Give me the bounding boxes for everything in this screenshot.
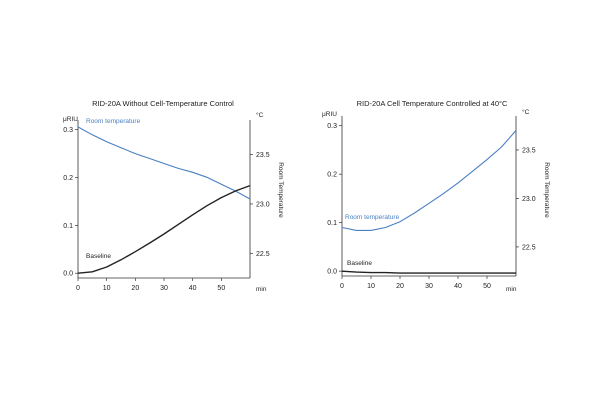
series-baseline-line (77, 184, 251, 274)
left-tick-label: 0.3 (327, 123, 337, 130)
series-room-temperature-line (77, 126, 251, 200)
right-axis-title: Room Temperature (277, 162, 284, 218)
left-axis-unit: μRIU (322, 111, 337, 118)
x-tick-label: 30 (160, 285, 168, 292)
x-axis-unit: min (506, 286, 517, 293)
x-tick-label: 0 (340, 283, 344, 290)
right-axis-unit: °C (256, 111, 264, 119)
left-tick-label: 0.0 (63, 271, 73, 278)
left-tick-label: 0.1 (63, 223, 73, 230)
x-tick-label: 40 (189, 285, 197, 292)
x-tick-label: 10 (103, 285, 111, 292)
left-axis-unit: μRIU (63, 116, 78, 123)
x-tick-label: 40 (454, 283, 462, 290)
chart-title: RID-20A Cell Temperature Controlled at 4… (357, 99, 508, 108)
right-tick-label: 23.5 (256, 152, 270, 159)
x-tick-label: 0 (76, 285, 80, 292)
series-baseline-label: Baseline (347, 260, 372, 267)
left-tick-label: 0.1 (327, 220, 337, 227)
left-tick-label: 0.2 (327, 172, 337, 179)
series-baseline-label: Baseline (86, 253, 111, 260)
series-room-temperature-label: Room temperature (345, 214, 400, 221)
chart-title: RID-20A Without Cell-Temperature Control (92, 99, 234, 108)
right-tick-label: 22.5 (256, 251, 270, 258)
x-tick-label: 50 (483, 283, 491, 290)
right-tick-label: 23.0 (256, 201, 270, 208)
series-baseline-line (341, 270, 516, 274)
right-axis-title: Room Temperature (543, 162, 550, 218)
plot-area: 0 10 20 30 40 50 0.0 0.1 0.2 0.3 22.5 23.0 23.5 Room … (327, 116, 536, 290)
plot-area: 0 10 20 30 40 50 0.0 0.1 0.2 0.3 22.5 23.0 23.5 Room … (63, 118, 269, 292)
series-room-temperature-line (341, 130, 517, 231)
right-tick-label: 23.5 (522, 147, 536, 154)
series-room-temperature-label: Room temperature (86, 118, 141, 125)
left-tick-label: 0.0 (327, 269, 337, 276)
x-tick-label: 30 (425, 283, 433, 290)
x-tick-label: 20 (396, 283, 404, 290)
right-tick-label: 23.0 (522, 196, 536, 203)
x-tick-label: 50 (217, 285, 225, 292)
right-axis-unit: °C (522, 108, 530, 116)
chart-with-temperature-control: RID-20A Cell Temperature Controlled at 4… (322, 99, 550, 293)
chart-without-temperature-control: RID-20A Without Cell-Temperature Control… (63, 99, 284, 293)
left-tick-label: 0.3 (63, 127, 73, 134)
x-axis-unit: min (256, 286, 267, 293)
x-tick-label: 20 (131, 285, 139, 292)
left-tick-label: 0.2 (63, 175, 73, 182)
x-tick-label: 10 (367, 283, 375, 290)
right-tick-label: 22.5 (522, 244, 536, 251)
